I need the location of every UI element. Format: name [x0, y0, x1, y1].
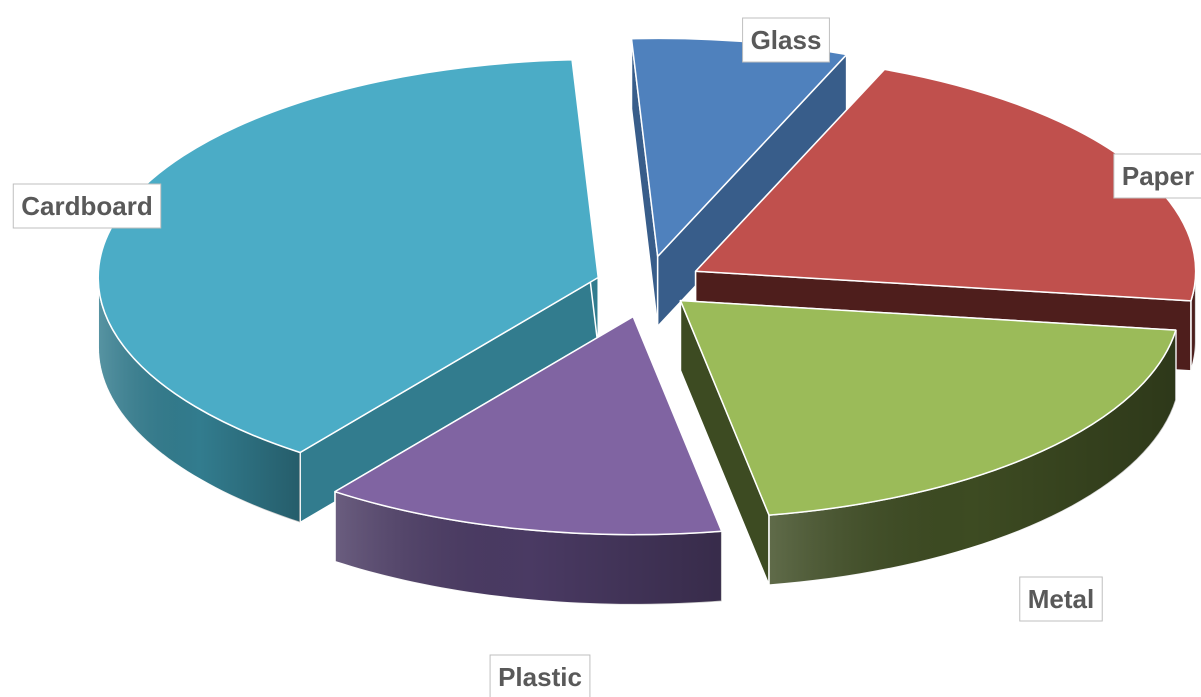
slice-plastic-rim-shade: [335, 491, 722, 605]
slice-paper-rim-shade: [1191, 271, 1196, 371]
slice-glass-top: [630, 37, 848, 258]
pie-labels: Glass Paper Metal Plastic Cardboard: [12, 17, 1201, 697]
slice-plastic-top: [334, 315, 723, 536]
slice-cardboard-rim-shade: [98, 277, 301, 523]
label-glass-box: [742, 17, 830, 63]
label-plastic-box: [489, 654, 591, 697]
label-paper-text: Paper: [1122, 161, 1194, 191]
label-metal-text: Metal: [1028, 584, 1094, 614]
label-metal: Metal: [1019, 576, 1103, 622]
slice-metal-top: [679, 299, 1177, 516]
slice-glass: [630, 37, 848, 328]
label-plastic-text: Plastic: [498, 662, 582, 692]
slice-plastic: [334, 315, 723, 606]
label-metal-box: [1019, 576, 1103, 622]
label-paper-box: [1113, 153, 1201, 199]
label-cardboard-text: Cardboard: [21, 191, 152, 221]
slice-metal: [679, 299, 1177, 586]
label-cardboard-box: [12, 183, 162, 229]
label-paper: Paper: [1113, 153, 1201, 199]
label-cardboard: Cardboard: [12, 183, 162, 229]
label-plastic: Plastic: [489, 654, 591, 697]
label-glass-text: Glass: [751, 25, 822, 55]
slice-metal-rim-shade: [769, 330, 1176, 586]
label-glass: Glass: [742, 17, 830, 63]
pie-slices: [97, 37, 1197, 606]
